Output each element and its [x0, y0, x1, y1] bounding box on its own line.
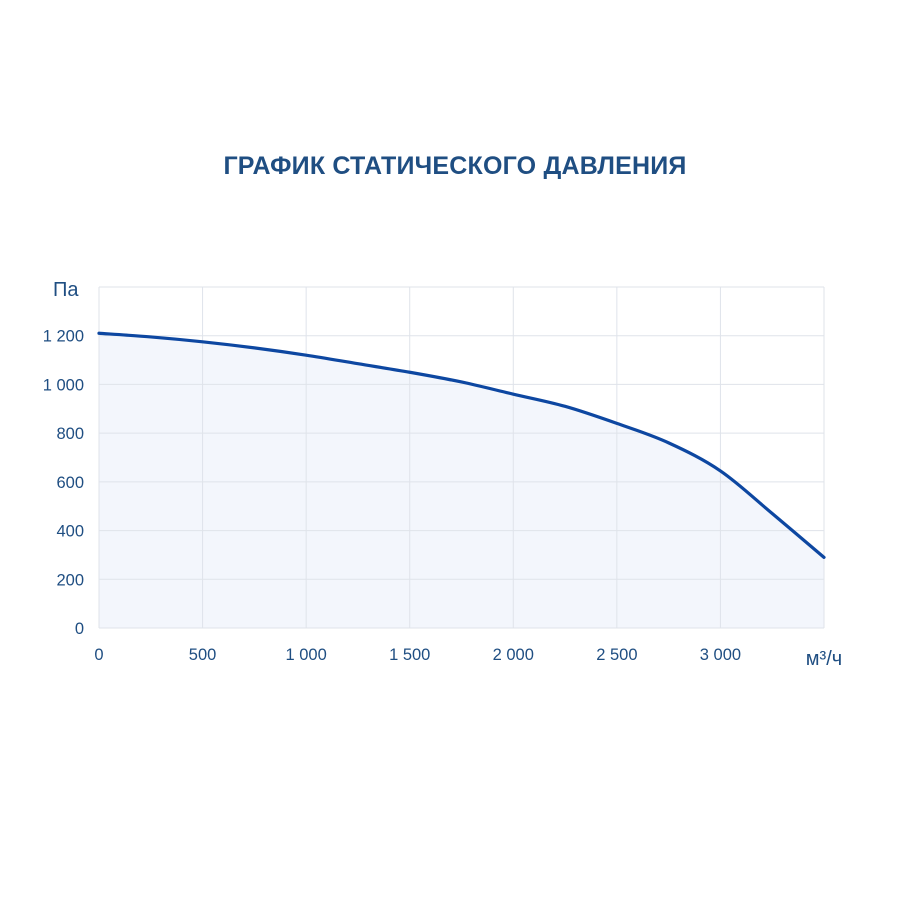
- curve-area-fill: [99, 333, 824, 628]
- y-tick-label: 600: [56, 474, 84, 492]
- chart-title: ГРАФИК СТАТИЧЕСКОГО ДАВЛЕНИЯ: [223, 152, 686, 180]
- x-tick-label: 500: [189, 646, 217, 664]
- x-tick-label: 1 000: [285, 646, 326, 664]
- x-tick-label: 2 000: [493, 646, 534, 664]
- y-tick-label: 800: [56, 425, 84, 443]
- y-tick-label: 1 000: [43, 376, 84, 394]
- y-tick-label: 0: [75, 620, 84, 638]
- x-tick-label: 0: [94, 646, 103, 664]
- y-tick-label: 1 200: [43, 328, 84, 346]
- x-tick-label: 2 500: [596, 646, 637, 664]
- curve-layer: [97, 331, 826, 559]
- y-tick-label: 400: [56, 523, 84, 541]
- y-axis-unit-label: Па: [53, 279, 79, 301]
- x-axis-ticks: 0 500 1 000 1 500 2 000 2 500 3 000: [94, 646, 741, 664]
- x-tick-label: 1 500: [389, 646, 430, 664]
- x-axis-unit-label: м³/ч: [806, 648, 842, 670]
- y-axis-ticks: 0 200 400 600 800 1 000 1 200: [43, 328, 84, 638]
- y-tick-label: 200: [56, 571, 84, 589]
- grid: [98, 286, 825, 629]
- pressure-curve-line: [97, 331, 826, 559]
- x-tick-label: 3 000: [700, 646, 741, 664]
- area-layer: [99, 333, 824, 628]
